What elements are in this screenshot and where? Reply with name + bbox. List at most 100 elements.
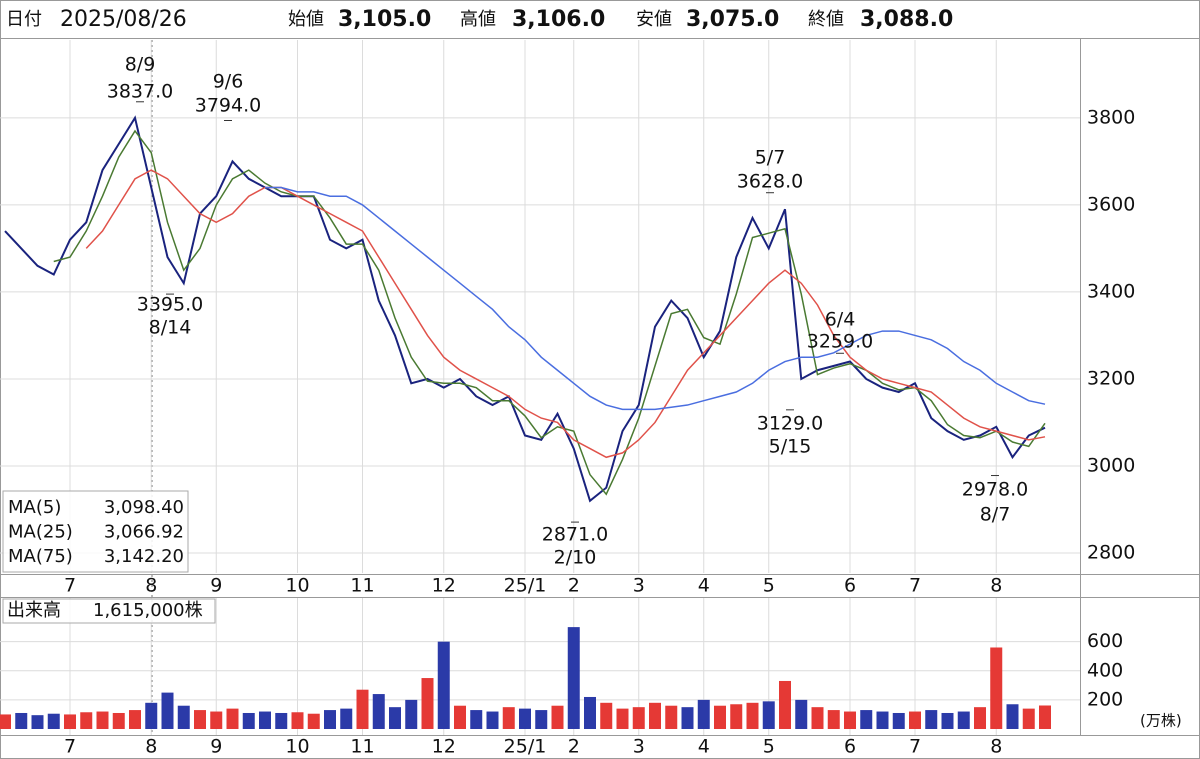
volume-bar — [194, 710, 206, 729]
volume-bar — [762, 701, 775, 729]
volume-bar — [96, 711, 109, 729]
volume-bar — [811, 707, 824, 729]
x-tick-label: 12 — [432, 575, 456, 597]
x-tick-label: 7 — [64, 736, 76, 758]
volume-bar — [1022, 708, 1035, 729]
x-tick-label: 7 — [64, 575, 76, 597]
volume-bar — [779, 680, 791, 729]
field-value: 3,105.0 — [338, 7, 431, 32]
volume-bar — [259, 711, 271, 729]
volume-bar — [405, 699, 418, 729]
x-tick-label: 11 — [350, 575, 374, 597]
volume-bar — [860, 710, 873, 729]
volume-bar — [291, 712, 304, 729]
volume-bar — [31, 715, 44, 729]
legend-value: 3,066.92 — [104, 522, 184, 543]
y-tick-label: 3200 — [1087, 367, 1135, 389]
volume-bar — [697, 699, 710, 729]
volume-bar — [600, 702, 613, 729]
x-tick-label: 2 — [568, 575, 580, 597]
volume-bar — [551, 705, 564, 729]
volume-bar — [421, 678, 434, 729]
annotation-value: 3794.0 — [195, 95, 261, 117]
volume-bar — [15, 712, 28, 729]
date-label: 日付 — [6, 9, 42, 30]
volume-bar — [324, 710, 336, 729]
volume-bar — [876, 711, 889, 729]
volume-bar — [502, 707, 515, 729]
volume-bar — [112, 712, 125, 729]
x-tick-label: 4 — [698, 736, 710, 758]
volume-bar — [681, 707, 694, 729]
annotation-date: 5/15 — [769, 436, 812, 458]
volume-bar — [844, 711, 856, 729]
line — [85, 169, 1046, 459]
volume-bar — [649, 702, 661, 729]
x-tick-label: 5 — [763, 736, 775, 758]
volume-bar — [161, 692, 174, 729]
field-value: 3,075.0 — [686, 7, 779, 32]
volume-bar — [909, 711, 921, 729]
annotation-value: 3837.0 — [107, 81, 173, 103]
x-tick-label: 7 — [909, 575, 921, 597]
volume-bar — [616, 708, 629, 729]
volume-bar — [974, 707, 986, 729]
volume-bar — [226, 708, 239, 729]
volume-bar — [714, 705, 726, 729]
annotation-date: 8/14 — [149, 317, 192, 339]
volume-bar — [990, 647, 1003, 729]
y-tick-label: 3600 — [1087, 193, 1135, 215]
volume-bar — [242, 712, 255, 729]
volume-bar — [437, 641, 450, 729]
y-tick-label: 200 — [1087, 688, 1123, 710]
volume-bar — [730, 704, 743, 729]
x-tick-label: 9 — [210, 736, 222, 758]
volume-bar — [64, 714, 76, 729]
annotation-date: 5/7 — [755, 147, 786, 169]
annotation-date: 8/7 — [980, 504, 1011, 526]
volume-bar — [307, 713, 320, 729]
volume-bar — [795, 699, 808, 729]
x-tick-label: 25/1 — [504, 736, 547, 758]
legend-value: 3,098.40 — [104, 497, 184, 518]
legend-name: MA(5) — [8, 497, 61, 518]
legend-value: 3,142.20 — [104, 546, 184, 567]
x-tick-label: 10 — [285, 736, 309, 758]
volume-bar — [372, 694, 385, 729]
y-tick-label: 2800 — [1087, 541, 1135, 563]
line — [53, 129, 1046, 496]
x-tick-label: 11 — [350, 736, 374, 758]
volume-bar — [275, 712, 288, 729]
volume-bar — [340, 708, 353, 729]
annotation-date: 6/4 — [825, 309, 856, 331]
line — [265, 186, 1046, 411]
volume-bar — [535, 710, 548, 729]
volume-bar — [80, 712, 93, 729]
legend-box — [2, 490, 189, 573]
line — [4, 115, 1046, 503]
annotation-value: 2978.0 — [962, 479, 1028, 501]
annotation-value: 3259.0 — [807, 331, 873, 353]
x-tick-label: 8 — [145, 736, 157, 758]
volume-bar — [827, 710, 840, 729]
y-tick-label: 3000 — [1087, 454, 1135, 476]
annotation-date: 8/9 — [125, 54, 156, 76]
volume-bar — [47, 713, 60, 729]
volume-bar — [356, 689, 369, 729]
annotation-date: 2/10 — [554, 547, 597, 569]
field-label: 安値 — [636, 9, 672, 30]
y-tick-label: 400 — [1087, 659, 1123, 681]
legend-name: MA(75) — [8, 546, 73, 567]
x-tick-label: 9 — [210, 575, 222, 597]
x-tick-label: 4 — [698, 575, 710, 597]
x-tick-label: 6 — [844, 736, 856, 758]
y-tick-label: 3400 — [1087, 280, 1135, 302]
volume-bar — [177, 705, 190, 729]
volume-bar — [746, 702, 759, 729]
legend-name: MA(25) — [8, 522, 73, 543]
annotation-value: 3628.0 — [737, 171, 803, 193]
annotation-value: 2871.0 — [542, 524, 608, 546]
volume-bar — [129, 710, 141, 729]
